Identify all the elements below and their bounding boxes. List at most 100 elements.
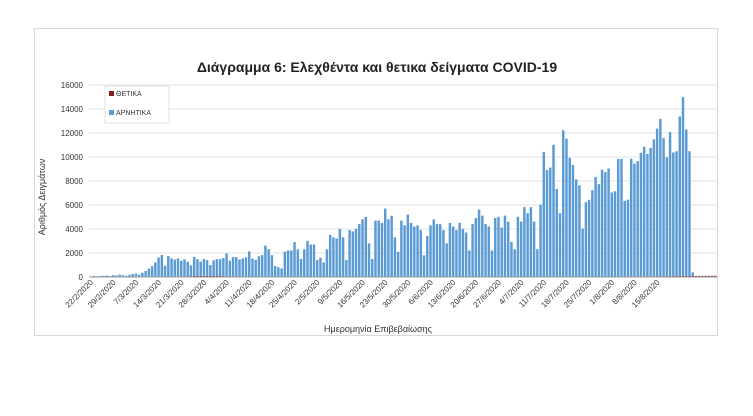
bar-negative — [354, 228, 358, 277]
bar-negative — [251, 258, 254, 277]
bar-negative — [358, 224, 361, 277]
bar-negative — [620, 158, 623, 277]
bar-negative — [607, 168, 610, 277]
bar-negative — [574, 179, 578, 277]
bar-negative — [267, 249, 270, 277]
bar-positive — [701, 275, 704, 277]
bar-negative — [610, 192, 614, 277]
bar-negative — [328, 234, 332, 277]
bar-negative — [451, 226, 455, 277]
y-axis-ticks: 0 2000 4000 6000 8000 10000 12000 14000 16000 — [61, 81, 84, 282]
bar-negative — [600, 169, 604, 277]
bar-negative — [681, 97, 685, 277]
bar-negative — [484, 224, 487, 277]
bar-negative — [380, 222, 384, 277]
bar-negative — [552, 144, 555, 277]
bar-negative — [105, 275, 109, 277]
bar-negative — [448, 222, 452, 277]
bar-negative — [426, 236, 429, 277]
bar-negative — [422, 255, 426, 277]
bar-negative — [163, 265, 167, 277]
bar-negative — [662, 138, 665, 277]
bar-positive — [688, 275, 691, 277]
bar-negative — [228, 260, 232, 277]
x-axis-label: Ημερομηνία Επιβεβαίωσης — [324, 324, 433, 334]
y-tick-label: 12000 — [61, 129, 84, 138]
y-tick-label: 0 — [79, 273, 84, 282]
bar-negative — [659, 119, 662, 277]
bar-negative — [536, 249, 539, 277]
bar-negative — [364, 216, 368, 277]
bar-negative — [665, 157, 669, 277]
bar-negative — [587, 199, 591, 277]
legend-box — [104, 85, 170, 124]
bar-negative — [196, 259, 199, 276]
bar-negative — [248, 251, 251, 277]
bar-negative — [231, 257, 235, 277]
bar-negative — [678, 116, 682, 277]
bar-negative — [367, 243, 371, 277]
bar-negative — [581, 228, 584, 277]
bar-negative — [293, 242, 296, 277]
bar-negative — [416, 225, 419, 277]
y-tick-label: 4000 — [65, 225, 83, 234]
bar-negative — [286, 250, 290, 277]
bar-negative — [283, 251, 287, 277]
bar-negative — [322, 262, 325, 277]
bar-negative — [675, 151, 678, 277]
bar-negative — [270, 255, 274, 277]
bar-negative — [513, 249, 516, 277]
bar-negative — [144, 270, 147, 277]
bar-negative — [390, 215, 393, 277]
legend: ΘΕΤΙΚΑ ΑΡΝΗΤΙΚΑ — [104, 85, 170, 124]
bar-positive — [196, 275, 199, 277]
bar-negative — [387, 219, 390, 277]
legend-swatch-positive — [109, 91, 114, 96]
bar-negative — [523, 207, 526, 277]
bar-negative — [112, 275, 115, 277]
bar-negative — [584, 202, 588, 277]
bar-negative — [626, 199, 630, 277]
bar-negative — [578, 185, 581, 277]
bar-negative — [497, 216, 500, 277]
bar-negative — [549, 167, 552, 277]
bar-negative — [260, 255, 264, 277]
bar-negative — [568, 157, 571, 277]
bar-negative — [309, 244, 312, 277]
x-axis-ticks: 22/2/202029/2/20207/3/202014/3/202021/3/… — [64, 278, 662, 310]
bar-negative — [290, 250, 293, 277]
bar-negative — [277, 267, 280, 277]
bar-positive — [209, 275, 212, 277]
bar-negative — [102, 275, 105, 277]
bar-positive — [691, 275, 694, 277]
gridlines — [89, 84, 717, 254]
bar-negative — [539, 204, 542, 277]
bar-negative — [345, 260, 348, 277]
y-tick-label: 10000 — [61, 153, 84, 162]
bar-negative — [189, 265, 193, 277]
bar-negative — [613, 191, 617, 277]
bar-negative — [257, 256, 261, 277]
bar-negative — [296, 249, 300, 277]
y-tick-label: 16000 — [61, 81, 84, 90]
chart-title: Διάγραμμα 6: Ελεχθέντα και θετικα δείγμα… — [197, 59, 557, 75]
bar-negative — [222, 258, 225, 277]
bar-negative — [160, 255, 164, 277]
bar-negative — [335, 238, 338, 277]
bar-negative — [435, 224, 439, 277]
bar-negative — [455, 230, 458, 277]
bar-negative — [303, 249, 306, 277]
bar-negative — [205, 260, 209, 276]
y-tick-label: 6000 — [65, 201, 83, 210]
bar-positive — [212, 275, 215, 277]
bar-negative — [594, 176, 597, 277]
y-tick-label: 8000 — [65, 177, 83, 186]
bar-negative — [254, 259, 257, 277]
bar-negative — [516, 216, 520, 277]
bar-negative — [646, 153, 649, 277]
bar-negative — [500, 227, 503, 277]
bar-negative — [99, 275, 102, 277]
bar-negative — [519, 221, 523, 277]
bar-negative — [235, 257, 238, 277]
bar-negative — [141, 272, 144, 277]
